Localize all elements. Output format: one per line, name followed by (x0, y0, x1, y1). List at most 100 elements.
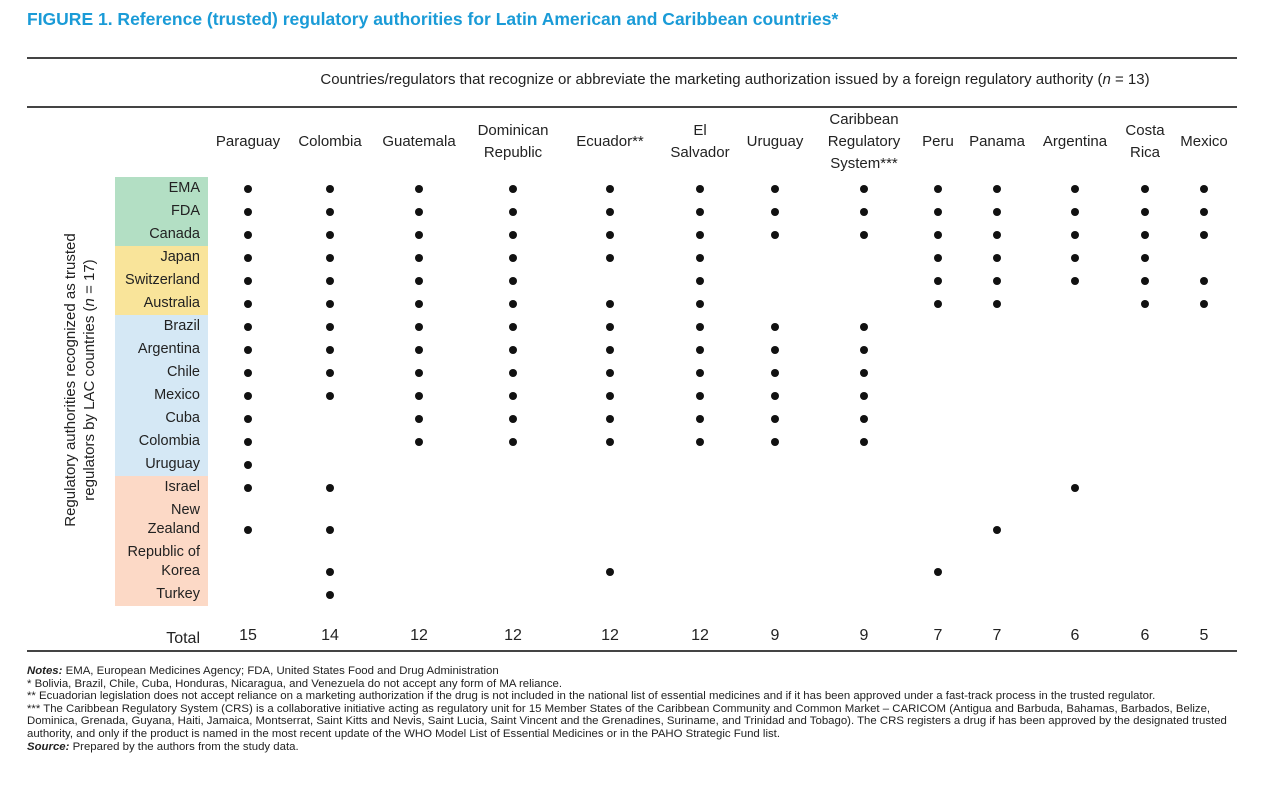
dot (696, 299, 704, 308)
dot (860, 230, 868, 239)
dot (415, 437, 423, 446)
row-label: Mexico (154, 387, 200, 403)
row-group-band (115, 177, 208, 246)
header-n: n (1102, 71, 1111, 88)
dot (860, 437, 868, 446)
dot (1141, 299, 1149, 308)
column-name: Mexico (1180, 133, 1228, 150)
dot (326, 567, 334, 576)
row-header: Regulatory authorities recognized as tru… (61, 215, 99, 545)
dot (326, 276, 334, 285)
dot (1141, 276, 1149, 285)
dot (244, 460, 252, 469)
footnote: * Bolivia, Brazil, Chile, Cuba, Honduras… (27, 677, 563, 690)
column-name: Peru (922, 133, 954, 150)
dot (696, 368, 704, 377)
total-value: 5 (1199, 627, 1209, 644)
dot (1200, 230, 1208, 239)
column-name: Caribbean Regulatory System*** (827, 111, 901, 172)
header-text: = 17) (81, 259, 98, 299)
dot (993, 299, 1001, 308)
total-value: 6 (1070, 627, 1080, 644)
dot (244, 253, 252, 262)
dot (860, 368, 868, 377)
notes: Notes: EMA, European Medicines Agency; F… (27, 665, 1239, 753)
row-label: EMA (168, 180, 200, 196)
dot (244, 483, 252, 492)
dot (1071, 253, 1079, 262)
total-label: Total (166, 629, 200, 647)
dot (244, 299, 252, 308)
dot (993, 253, 1001, 262)
dot (1141, 230, 1149, 239)
column-name: Paraguay (215, 133, 281, 150)
dot (860, 322, 868, 331)
dot (326, 253, 334, 262)
source-label: Source: (27, 740, 70, 753)
dot (1200, 207, 1208, 216)
dot (509, 391, 517, 400)
dot (244, 345, 252, 354)
row-label: Canada (149, 226, 200, 242)
dot (1141, 184, 1149, 193)
rule (27, 650, 1237, 652)
total-value: 9 (859, 627, 869, 644)
dot (509, 437, 517, 446)
dot (696, 322, 704, 331)
rule (27, 57, 1237, 59)
row-label: New Zealand (147, 502, 200, 537)
dot (606, 567, 614, 576)
dot (509, 345, 517, 354)
dot (771, 391, 779, 400)
dot (696, 253, 704, 262)
dot (993, 525, 1001, 534)
row-label: Israel (164, 479, 200, 495)
dot (696, 414, 704, 423)
dot (244, 391, 252, 400)
source-text: Prepared by the authors from the study d… (69, 740, 299, 753)
dot (771, 414, 779, 423)
row-group-band (115, 246, 208, 315)
dot (415, 414, 423, 423)
footnote: *** The Caribbean Regulatory System (CRS… (27, 702, 1227, 740)
column-name: Panama (969, 133, 1025, 150)
dot (1071, 276, 1079, 285)
dot (244, 322, 252, 331)
dot (771, 345, 779, 354)
dot (326, 483, 334, 492)
dot (326, 322, 334, 331)
dot (934, 276, 942, 285)
dot (415, 368, 423, 377)
header-text: = 13) (1110, 71, 1150, 88)
dot (860, 345, 868, 354)
dot (696, 207, 704, 216)
dot (860, 391, 868, 400)
dot (934, 207, 942, 216)
column-name: Uruguay (746, 133, 804, 150)
dot (1071, 184, 1079, 193)
dot (244, 184, 252, 193)
dot (860, 184, 868, 193)
dot (606, 184, 614, 193)
dot (934, 184, 942, 193)
row-label: Chile (166, 364, 200, 380)
footnote: ** Ecuadorian legislation does not accep… (27, 690, 1156, 703)
dot (415, 391, 423, 400)
total-value: 14 (321, 627, 339, 644)
dot (1200, 276, 1208, 285)
row-label: Colombia (138, 433, 200, 449)
dot (696, 437, 704, 446)
column-name: Argentina (1042, 133, 1108, 150)
dot (606, 207, 614, 216)
dot (606, 299, 614, 308)
source-line: Source: Prepared by the authors from the… (27, 741, 1239, 754)
dot (606, 437, 614, 446)
rule (27, 106, 1237, 108)
row-label: Argentina (137, 341, 200, 357)
dot (415, 184, 423, 193)
row-label: Australia (143, 295, 200, 311)
dot (509, 414, 517, 423)
dot (606, 230, 614, 239)
dot (244, 525, 252, 534)
